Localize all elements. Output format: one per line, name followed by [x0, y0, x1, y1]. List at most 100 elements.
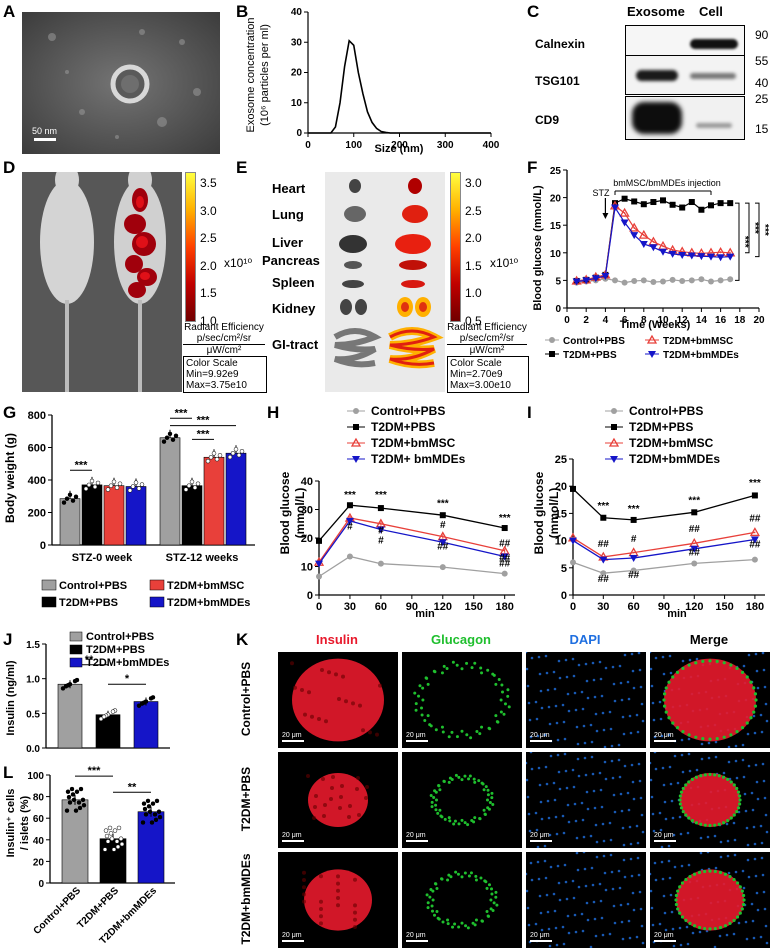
k-dapi-nucleus: [621, 715, 625, 719]
k-dapi-nucleus: [527, 923, 531, 927]
k-merge-glucagon: [671, 721, 675, 725]
k-dapi-nucleus: [526, 872, 528, 876]
k-dapi-nucleus: [580, 801, 584, 805]
d-scale-min: Min=9.92e9: [186, 369, 239, 380]
k-dapi-nucleus: [603, 871, 607, 875]
k-merge-glucagon: [688, 921, 692, 925]
k-dapi-nucleus: [746, 843, 750, 847]
i-annotation: #: [631, 534, 637, 545]
k-merge-glucagon: [713, 773, 717, 777]
k-dapi-nucleus: [526, 889, 529, 893]
g-dot: [92, 484, 98, 490]
g-dot: [195, 481, 201, 486]
f-plot-point: [582, 277, 591, 285]
k-merge-glucagon: [741, 893, 746, 898]
k-dapi-nucleus: [563, 752, 567, 756]
k-glucagon-signal: [482, 808, 486, 812]
h-annotation: ***: [375, 490, 387, 501]
l-plot-dot: [67, 800, 73, 805]
l-plot-dot: [112, 828, 118, 833]
k-glucagon-signal: [431, 898, 435, 902]
k-dapi-nucleus: [762, 779, 766, 783]
k-merge-glucagon: [738, 911, 742, 915]
k-dapi-nucleus: [637, 652, 641, 655]
k-glucagon-signal: [428, 895, 432, 899]
j-ylabel: Insulin (ng/ml): [5, 660, 17, 735]
h-annotation: ***: [437, 499, 449, 510]
k-dapi-nucleus: [706, 835, 710, 839]
k-scalebar-label: 20 μm: [282, 932, 302, 939]
k-glucagon-signal: [460, 667, 464, 671]
k-dapi-nucleus: [613, 921, 617, 925]
h-xlabel: min: [415, 608, 435, 620]
f-plot-point: [668, 250, 677, 258]
k-dapi-nucleus: [734, 759, 738, 763]
k-dapi-nucleus: [668, 876, 672, 880]
k-dapi-nucleus: [554, 704, 558, 708]
k-glucagon-signal: [472, 777, 476, 781]
k-glucagon-signal: [443, 817, 447, 821]
k-dapi-nucleus: [762, 890, 766, 894]
k-dapi-nucleus: [609, 727, 613, 731]
k-merge-glucagon: [735, 915, 740, 919]
k-column-label: Glucagon: [431, 632, 491, 647]
tem-scalebar: 50 nm: [32, 126, 57, 136]
k-dapi-nucleus: [756, 797, 760, 801]
j-plot-dot: [63, 684, 69, 689]
k-glucagon-signal: [484, 785, 488, 789]
k-merge-glucagon: [681, 809, 685, 814]
g-legend: Control+PBS T2DM+bmMSC T2DM+PBS T2DM+bmMDEs: [41, 579, 250, 609]
l-plot-dot: [149, 820, 155, 825]
k-dapi-nucleus: [669, 893, 673, 897]
k-dapi-nucleus: [662, 672, 666, 676]
g-dot: [192, 485, 198, 490]
k-glucagon-signal: [488, 801, 492, 805]
i-plot-point: [749, 527, 761, 537]
j-legend-swatch: [69, 631, 83, 642]
k-glucagon-signal: [414, 702, 418, 706]
k-dapi-nucleus: [594, 934, 598, 938]
k-glucagon-signal: [473, 923, 477, 927]
d-scale-max: Max=3.75e10: [186, 380, 247, 391]
k-dapi-nucleus: [544, 654, 548, 658]
k-dapi-nucleus: [661, 766, 665, 770]
i-plot-xtick-label: 90: [658, 601, 670, 613]
k-dapi-nucleus: [640, 702, 644, 706]
k-dapi-nucleus: [751, 808, 755, 812]
j-plot-ytick-label: 0.0: [26, 744, 40, 755]
k-insulin-texture: [341, 674, 345, 679]
k-dapi-nucleus: [628, 714, 632, 718]
g-dot: [164, 435, 170, 440]
k-merge-glucagon: [694, 661, 698, 665]
k-dapi-nucleus: [700, 742, 704, 746]
k-insulin-texture: [302, 878, 306, 882]
b-ytick-label: 10: [291, 98, 303, 109]
i-plot-point: [630, 567, 637, 574]
k-dapi-nucleus: [583, 756, 587, 760]
panel-letter-b: B: [236, 2, 249, 21]
k-dapi-nucleus: [754, 652, 758, 656]
f-plot-point: [638, 229, 649, 239]
k-dapi-nucleus: [669, 671, 673, 675]
k-merge-glucagon: [738, 794, 742, 798]
k-insulin-texture: [319, 874, 323, 879]
k-insulin-texture: [368, 730, 372, 735]
k-insulin-texture: [320, 668, 324, 672]
k-insulin-texture: [321, 777, 325, 781]
k-dapi-nucleus: [585, 901, 589, 905]
l-plot-dot: [102, 847, 108, 852]
panel-f-chart: Blood glucose (mmol/L) Time (Weeks) STZ …: [532, 166, 770, 361]
k-dapi-nucleus: [528, 718, 532, 722]
k-glucagon-signal: [482, 788, 486, 792]
f-plot-point: [708, 202, 714, 209]
l-plot-dot: [80, 797, 86, 803]
k-merge-glucagon: [753, 692, 758, 696]
k-glucagon-signal: [447, 735, 451, 739]
k-dapi-nucleus: [653, 861, 657, 865]
k-merge-glucagon: [732, 783, 736, 787]
d-unit-line2: μW/cm²: [206, 345, 242, 356]
k-glucagon-signal: [426, 906, 430, 910]
k-merge-glucagon: [735, 881, 740, 885]
h-legend-marker: [352, 456, 360, 463]
